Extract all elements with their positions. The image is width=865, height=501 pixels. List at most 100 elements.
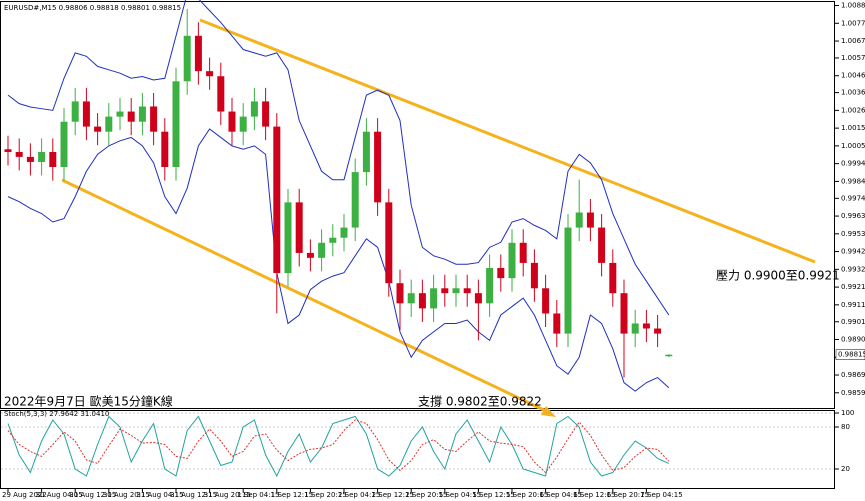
stoch-line (7, 419, 670, 474)
y-tick-label: 0.98905 (841, 336, 865, 344)
candle-body (486, 267, 494, 304)
y-tick-label: 1.00570 (841, 54, 865, 62)
band-line (7, 0, 670, 316)
candle-body (26, 156, 34, 162)
x-tick-label: 30 Aug 12:15 (69, 491, 116, 499)
candle-body (60, 121, 68, 168)
stoch-panel (0, 410, 835, 489)
x-tick-label: 30 Aug 04:15 (36, 491, 83, 499)
candle-body (38, 151, 46, 162)
candle-body (94, 126, 102, 132)
x-tick-label: 31 Aug 12:15 (170, 491, 217, 499)
candle-body (553, 313, 561, 334)
y-tick-label: 0.99425 (841, 248, 865, 256)
y-tick-label: 100 (841, 409, 854, 417)
candle-body (407, 293, 415, 304)
candle-body (654, 328, 662, 334)
x-tick-label: 6 Sep 12:15 (573, 491, 615, 499)
candle-body (127, 111, 135, 122)
support-line (61, 178, 549, 414)
candle-body (385, 202, 393, 284)
x-tick-label: 1 Sep 20:15 (304, 491, 346, 499)
candle-body (542, 288, 550, 314)
candle-body (15, 151, 23, 157)
y-tick-label: 0.98695 (841, 371, 865, 379)
y-tick-label: 1.00260 (841, 106, 865, 114)
x-tick-label: 2 Sep 04:15 (338, 491, 380, 499)
candle-body (217, 76, 225, 112)
candle-body (150, 106, 158, 132)
candle-body (306, 252, 314, 258)
x-tick-label: 2 Sep 20:15 (405, 491, 447, 499)
y-tick-label: 1.00155 (841, 124, 865, 132)
y-tick-label: 20 (841, 465, 850, 473)
x-tick-label: 1 Sep 12:15 (271, 491, 313, 499)
annotation: 2022年9月7日 歐美15分鐘K線 (4, 394, 173, 409)
y-tick-label: 1.00465 (841, 72, 865, 80)
x-tick-label: 29 Aug 2022 (2, 491, 47, 499)
annotation: 支撐 0.9802至0.9822 (418, 395, 542, 409)
candle-body (575, 212, 583, 228)
candle-body (620, 293, 628, 334)
candle-body (206, 71, 214, 77)
candle-body (441, 288, 449, 294)
x-tick-label: 30 Aug 20:15 (103, 491, 150, 499)
candle-body (598, 227, 606, 263)
candle-body (116, 111, 124, 117)
candle-body (631, 323, 639, 334)
price-tag (835, 349, 865, 360)
y-tick-label: 1.00775 (841, 19, 865, 27)
candle-body (329, 237, 337, 243)
y-tick-label: 80 (841, 423, 850, 431)
candle-body (82, 101, 90, 127)
candle-body (564, 227, 572, 334)
y-tick-label: 1.00365 (841, 89, 865, 97)
candle-body (497, 267, 505, 279)
x-tick-label: 7 Sep 04:15 (640, 491, 682, 499)
candle-body (194, 35, 202, 72)
candle-body (138, 106, 146, 122)
y-tick-label: 0.98590 (841, 389, 865, 397)
candle-body (105, 116, 113, 132)
x-tick-label: 6 Sep 20:15 (607, 491, 649, 499)
price-panel (0, 1, 835, 409)
x-tick-label: 31 Aug 04:15 (136, 491, 183, 499)
stoch-line (7, 415, 670, 478)
candle-body (318, 242, 326, 258)
candle-body (508, 242, 516, 279)
x-tick-label: 5 Sep 20:15 (506, 491, 548, 499)
annotation: 壓力 0.9900至0.9921 (716, 269, 840, 283)
candle-body (250, 101, 258, 117)
candle-body (340, 227, 348, 238)
candle-body (4, 149, 12, 152)
candle-body (586, 212, 594, 228)
y-tick-label: 0.99215 (841, 283, 865, 291)
stoch-title: Stoch(5,3,3) 27.9642 31.0410 (4, 410, 109, 418)
candle-body (530, 262, 538, 289)
price-tag-label: 0.98815 (838, 351, 865, 359)
candle-body (609, 262, 617, 294)
x-tick-label: 5 Sep 12:15 (472, 491, 514, 499)
y-tick-label: 0.99635 (841, 212, 865, 220)
candle-body (161, 131, 169, 168)
candle-body (228, 111, 236, 132)
y-tick-label: 0.99945 (841, 160, 865, 168)
candle-body (362, 131, 370, 173)
chart-title: EURUSD#,M15 0.98806 0.98818 0.98801 0.98… (4, 4, 181, 12)
x-tick-label: 1 Sep 04:15 (237, 491, 279, 499)
candle-body (418, 293, 426, 309)
candle-body (396, 283, 404, 304)
y-tick-label: 1.00880 (841, 2, 865, 10)
candle-body (463, 288, 471, 294)
support-arrow (541, 406, 556, 417)
resistance-line (199, 18, 816, 264)
candle-body (295, 202, 303, 253)
candle-body (351, 172, 359, 228)
